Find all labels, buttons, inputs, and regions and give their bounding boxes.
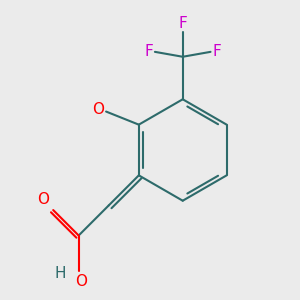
Text: H: H <box>55 266 66 280</box>
Text: O: O <box>75 274 87 289</box>
Text: O: O <box>92 102 104 117</box>
Text: F: F <box>145 44 153 59</box>
Text: F: F <box>178 16 187 31</box>
Text: F: F <box>212 44 221 59</box>
Text: O: O <box>37 192 49 207</box>
